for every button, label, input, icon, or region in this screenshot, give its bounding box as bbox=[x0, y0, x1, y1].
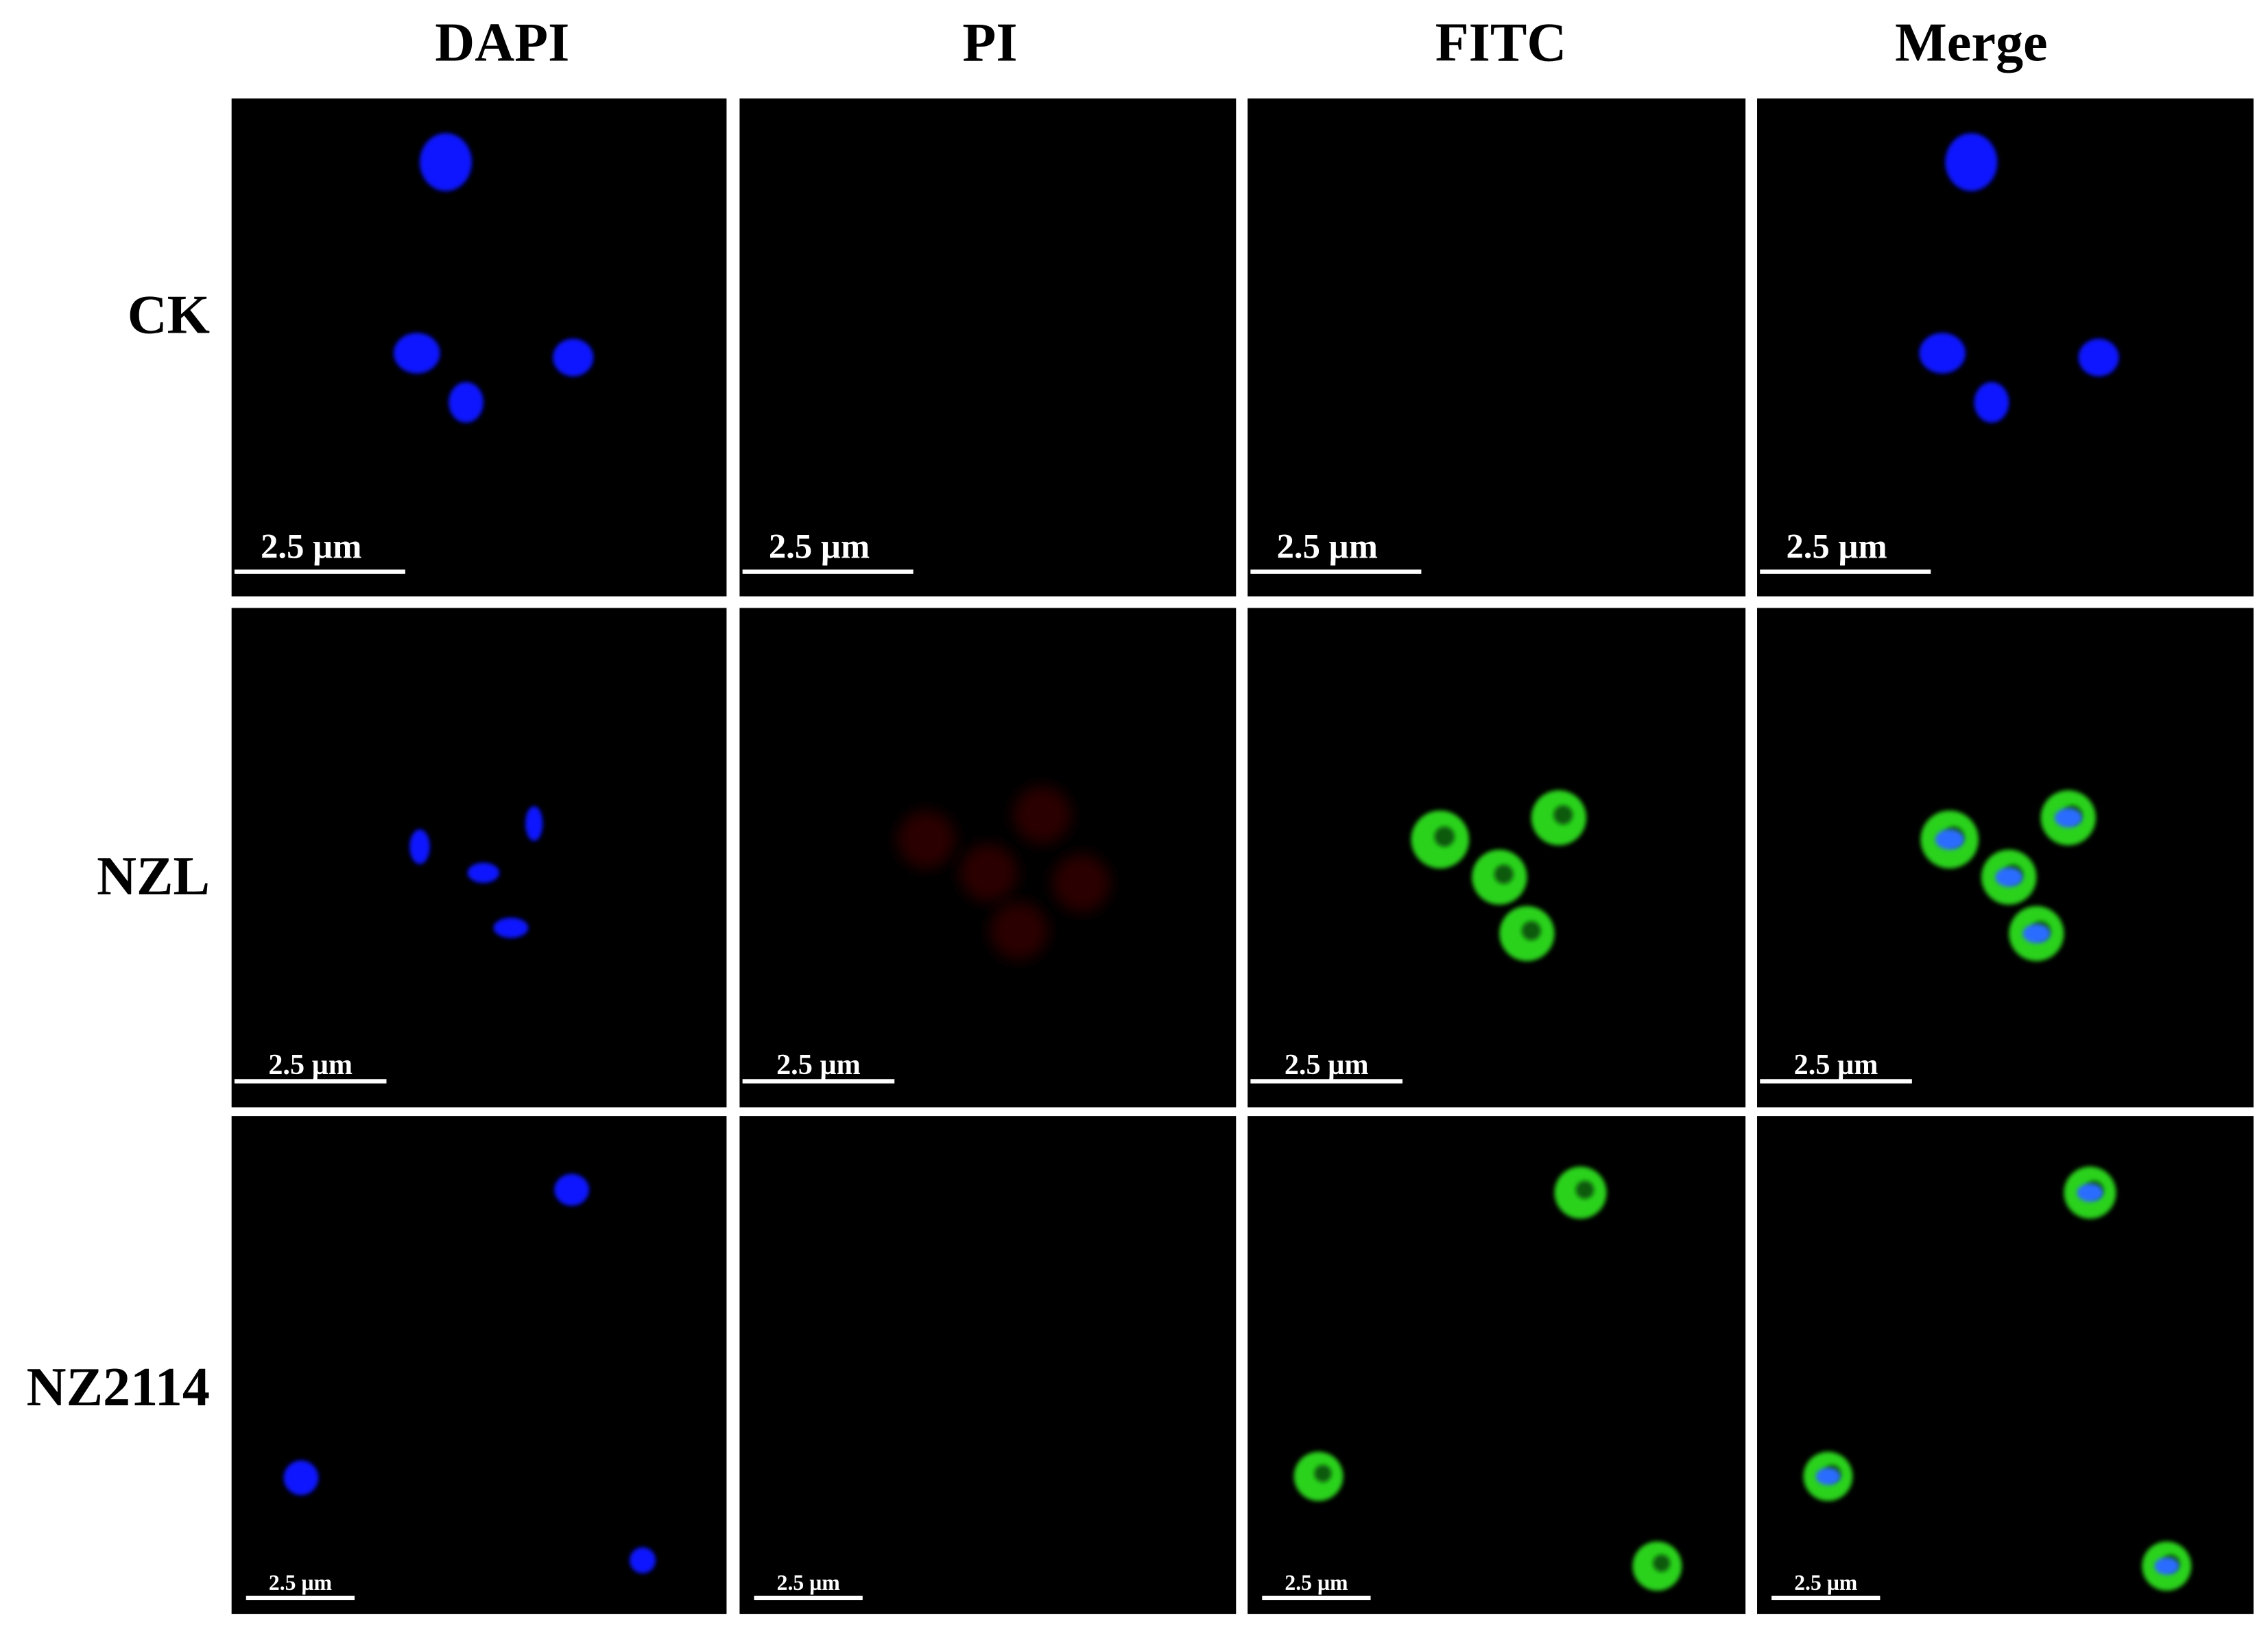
nucleus bbox=[420, 133, 472, 191]
column-header: DAPI bbox=[435, 13, 569, 73]
scale-label: 2.5 µm bbox=[1786, 527, 1887, 565]
scale-bar bbox=[1760, 1079, 1912, 1084]
nucleus bbox=[2078, 338, 2119, 377]
cells bbox=[409, 806, 543, 938]
scale-bar bbox=[742, 1079, 895, 1084]
row-label: NZL bbox=[97, 846, 210, 907]
scale-label: 2.5 µm bbox=[1277, 527, 1378, 565]
scale-bar bbox=[1250, 569, 1422, 574]
scale-bar bbox=[1262, 1595, 1371, 1601]
merge-nucleus bbox=[1935, 829, 1964, 850]
scale-bar bbox=[742, 569, 914, 574]
scale-label: 2.5 µm bbox=[1285, 1049, 1369, 1081]
scale-bar bbox=[246, 1595, 355, 1601]
micrograph-panel bbox=[739, 98, 1237, 597]
nucleus bbox=[1974, 382, 2009, 423]
scale-label: 2.5 µm bbox=[1794, 1571, 1857, 1595]
scale-bar bbox=[1250, 1079, 1402, 1084]
scale-label: 2.5 µm bbox=[261, 527, 361, 565]
column-header: FITC bbox=[1435, 13, 1567, 73]
cells bbox=[394, 133, 594, 423]
fitc-core bbox=[1653, 1554, 1671, 1572]
nucleus bbox=[394, 333, 440, 374]
merge-nucleus bbox=[2054, 808, 2082, 828]
cells bbox=[1920, 790, 2096, 962]
cells bbox=[283, 1173, 656, 1574]
column-header: PI bbox=[962, 13, 1017, 73]
fitc-core bbox=[1314, 1464, 1332, 1482]
nucleus bbox=[493, 918, 529, 938]
nucleus bbox=[283, 1460, 319, 1496]
nucleus bbox=[525, 806, 543, 842]
nucleus bbox=[553, 338, 594, 377]
column-header: Merge bbox=[1895, 13, 2048, 73]
cells bbox=[1803, 1167, 2192, 1591]
scale-label: 2.5 µm bbox=[1285, 1571, 1348, 1595]
merge-nucleus bbox=[2077, 1183, 2103, 1202]
merge-nucleus bbox=[2022, 924, 2051, 944]
nucleus bbox=[409, 829, 430, 864]
micrograph-panel bbox=[1757, 1116, 2254, 1614]
pi-cell bbox=[990, 901, 1048, 960]
row-label: CK bbox=[128, 285, 210, 345]
scale-label: 2.5 µm bbox=[1794, 1049, 1878, 1081]
pi-cell bbox=[959, 844, 1018, 902]
cells bbox=[1411, 790, 1587, 962]
merge-nucleus bbox=[2154, 1557, 2180, 1575]
scale-bar bbox=[754, 1595, 863, 1601]
scale-bar bbox=[1760, 569, 1931, 574]
merge-nucleus bbox=[1995, 867, 2023, 887]
fitc-core bbox=[1434, 826, 1455, 847]
row-label: NZ2114 bbox=[27, 1357, 210, 1418]
scale-label: 2.5 µm bbox=[769, 527, 870, 565]
micrograph-panel bbox=[1757, 98, 2254, 597]
merge-nucleus bbox=[1815, 1468, 1841, 1486]
fitc-core bbox=[1521, 920, 1541, 941]
nucleus bbox=[630, 1547, 656, 1574]
micrograph-panel bbox=[231, 1116, 727, 1614]
micrograph-panel bbox=[739, 1116, 1237, 1614]
pi-cell bbox=[1052, 854, 1110, 912]
micrograph-panel bbox=[1248, 98, 1746, 597]
nucleus bbox=[1945, 133, 1998, 191]
nucleus bbox=[467, 862, 500, 883]
scale-bar bbox=[234, 569, 405, 574]
micrograph-panel bbox=[231, 98, 727, 597]
scale-label: 2.5 µm bbox=[269, 1571, 332, 1595]
pi-cell bbox=[1013, 785, 1071, 844]
cells bbox=[1293, 1167, 1682, 1591]
scale-bar bbox=[234, 1079, 387, 1084]
nucleus bbox=[1919, 333, 1966, 374]
pi-cell bbox=[897, 810, 955, 869]
scale-label: 2.5 µm bbox=[776, 1049, 861, 1081]
scale-bar bbox=[1771, 1595, 1881, 1601]
micrograph-panel bbox=[231, 608, 727, 1108]
cells bbox=[897, 785, 1110, 960]
scale-label: 2.5 µm bbox=[268, 1049, 353, 1081]
nucleus bbox=[449, 382, 484, 423]
scale-label: 2.5 µm bbox=[777, 1571, 840, 1595]
fitc-core bbox=[1575, 1180, 1595, 1200]
nucleus bbox=[554, 1173, 589, 1206]
micrograph-panel bbox=[1248, 1116, 1746, 1614]
cells bbox=[1919, 133, 2119, 423]
fitc-core bbox=[1553, 805, 1573, 825]
fitc-core bbox=[1494, 864, 1514, 884]
